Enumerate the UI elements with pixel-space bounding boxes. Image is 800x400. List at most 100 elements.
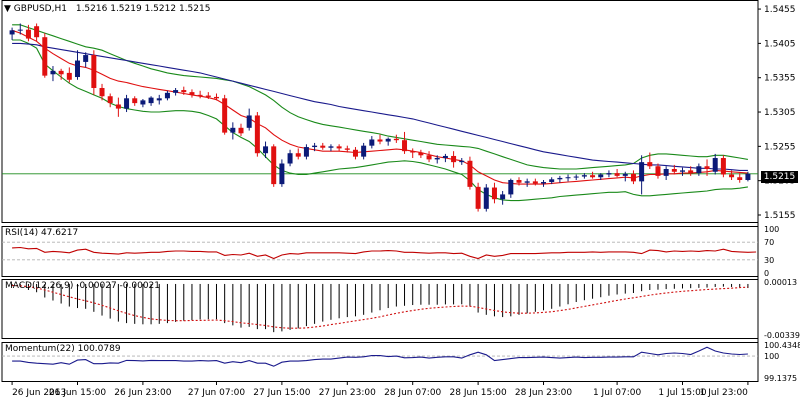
candle-body [720,158,726,175]
time-tick-label: 26 Jun 2013 [12,388,66,398]
ohlc-low: 1.5212 [144,4,177,14]
candle-body [303,147,309,157]
candle-body [369,139,375,146]
candle [124,94,130,113]
candle [91,50,97,95]
price-tick-label: 1.5355 [764,74,796,84]
candle [581,173,587,179]
candle [344,145,350,153]
time-tick-label: 1 Jul 15:00 [658,388,707,398]
candle-body [532,181,538,184]
candle [263,141,269,159]
collapse-triangle-icon[interactable]: ▼ [4,4,11,14]
candle [565,174,571,182]
candle [132,96,138,106]
candle-body [58,70,64,75]
candle-body [426,155,432,160]
candle-body [352,149,358,157]
bollinger-lower-line [12,39,748,202]
rsi-tick-label: 100 [764,225,779,234]
macd-plot[interactable] [11,283,749,333]
candle [467,156,473,190]
candle [173,88,179,96]
symbol-title-bar: ▼ GBPUSD,H1 1.5216 1.5219 1.5212 1.5215 [4,4,210,15]
price-tick-label: 1.5405 [764,39,796,49]
candle-body [263,146,269,154]
candle-body [704,166,710,170]
candle-body [230,127,236,133]
candle [148,96,154,106]
symbol-title: GBPUSD,H1 [13,4,67,14]
momentum-tick-label: 100.4348 [764,341,800,350]
candle [115,97,121,117]
candle [508,178,514,198]
candle-body [614,173,620,176]
candle-body [17,29,23,31]
candle-body [696,166,702,174]
candle [205,92,211,99]
candle [639,155,645,195]
candle [451,151,457,168]
candle-body [189,92,195,95]
panel-frames [1,0,759,382]
momentum-title: Momentum(22) 100.0789 [5,344,121,354]
candle-body [173,90,179,93]
candle [598,173,604,180]
candle-body [688,170,694,174]
candle-body [500,194,506,200]
candle [197,90,203,99]
candle [9,27,15,40]
momentum-tick-label: 99.1375 [764,374,797,383]
macd-signal-line [12,284,748,329]
candle [483,184,489,212]
last-price-label: 1.5215 [761,171,798,183]
candle-body [622,173,628,176]
time-tick-label: 27 Jun 23:00 [319,388,376,398]
time-tick-label: 27 Jun 07:00 [188,388,245,398]
candle-body [287,153,293,164]
candle-body [451,155,457,163]
candle [655,163,661,179]
momentum-plot[interactable] [2,346,758,367]
candle [500,190,506,205]
ohlc-close: 1.5215 [178,4,211,14]
candle [663,166,669,180]
candle [254,112,260,157]
candle-body [573,176,579,178]
candle-body [246,115,252,128]
candle [230,122,236,140]
candle-body [271,146,277,185]
candle [287,149,293,167]
candle-body [295,153,301,157]
candle [647,152,653,170]
candle [606,170,612,178]
candle [361,142,367,160]
candle [222,94,228,135]
candle-body [107,96,113,104]
candle-body [680,170,686,172]
macd-tick-label: -0.00339 [764,331,800,340]
candle [418,149,424,159]
candle-body [418,152,424,156]
candle-body [140,100,146,105]
candle [729,170,735,180]
candle-body [124,98,130,109]
candle [630,170,636,185]
candle-body [254,115,260,154]
price-plot[interactable] [2,23,758,212]
rsi-plot[interactable] [2,241,758,261]
candle-body [42,37,48,76]
candle [573,174,579,180]
candle [320,142,326,150]
candle-body [491,187,497,200]
candle [442,153,448,163]
candle-body [590,175,596,178]
candle-body [83,55,89,62]
price-axis: 1.54551.54051.53551.53051.52551.52051.51… [758,5,800,383]
slow-ma-line [12,42,748,171]
rsi-tick-label: 0 [764,269,769,278]
candle-body [181,90,187,93]
candle-body [581,175,587,177]
